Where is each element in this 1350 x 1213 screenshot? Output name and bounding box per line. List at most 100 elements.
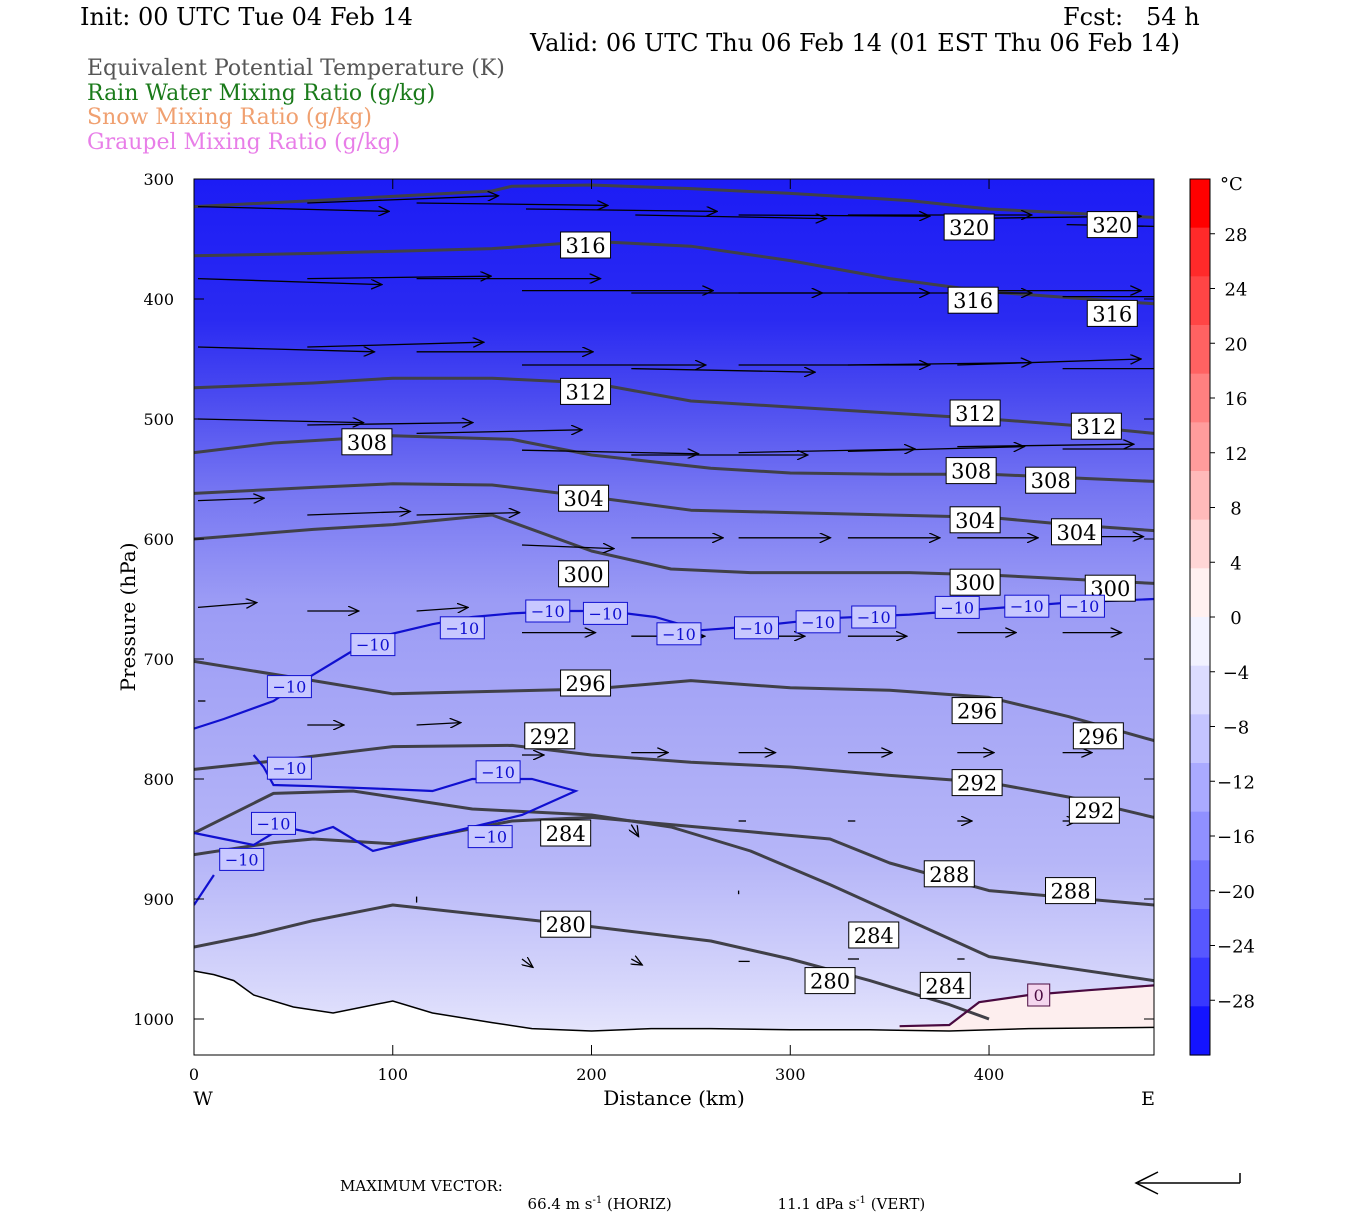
theta-e-contour-292 [194, 743, 1154, 819]
left-endpoint-label: W [193, 1088, 213, 1110]
wind-vector [635, 215, 826, 219]
isotherm-minus10-label: −10 [795, 610, 841, 634]
svg-text:312: 312 [566, 380, 606, 404]
colorbar-swatch [1190, 179, 1210, 229]
isotherm-minus10-label: −10 [934, 595, 980, 619]
forecast-hour: Fcst: 54 h [1063, 3, 1200, 31]
svg-text:−10: −10 [473, 828, 507, 847]
svg-text:292: 292 [530, 725, 570, 749]
colorbar-tick-label: −4 [1223, 663, 1250, 684]
svg-text:308: 308 [1031, 469, 1071, 493]
colorbar-swatch [1190, 568, 1210, 618]
wind-vector [416, 203, 608, 205]
theta-e-label: 300 [949, 568, 1001, 596]
isotherm-0-label: 0 [1027, 983, 1051, 1007]
reference-vector [1134, 1171, 1241, 1195]
terrain-line [194, 970, 1154, 1032]
svg-text:292: 292 [957, 772, 997, 796]
theta-e-label: 292 [951, 769, 1003, 797]
wind-vector [197, 603, 257, 608]
svg-text:284: 284 [925, 974, 965, 998]
svg-text:292: 292 [1074, 799, 1114, 823]
wind-vector [307, 196, 498, 204]
x-tick-label: 100 [377, 1065, 408, 1084]
theta-e-label: 288 [1045, 877, 1097, 905]
wind-vector [847, 447, 1025, 453]
x-tick-label: 300 [775, 1065, 806, 1084]
colorbar-tick-label: −12 [1217, 772, 1255, 793]
theta-e-label: 284 [540, 819, 592, 847]
svg-text:312: 312 [955, 402, 995, 426]
isotherm-minus10-label: −10 [251, 811, 297, 835]
colorbar-swatch [1190, 471, 1210, 521]
legend-theta-e: Equivalent Potential Temperature (K) [87, 56, 505, 81]
wind-vector [525, 209, 717, 211]
theta-e-label: 296 [951, 697, 1003, 725]
wind-vector [197, 277, 382, 285]
isotherm-minus10-label: −10 [525, 599, 571, 623]
svg-text:320: 320 [949, 216, 989, 240]
svg-text:280: 280 [810, 970, 850, 994]
svg-text:284: 284 [546, 822, 586, 846]
colorbar-swatch [1190, 665, 1210, 715]
isotherm-minus10-label: −10 [475, 760, 521, 784]
y-tick-label: 300 [143, 170, 174, 189]
max-vector-label: MAXIMUM VECTOR: [340, 1177, 503, 1195]
colorbar-tick-label: 20 [1225, 334, 1248, 355]
wind-vector [631, 824, 638, 837]
svg-text:304: 304 [1056, 521, 1096, 545]
isotherm-minus10-label: −10 [656, 622, 702, 646]
colorbar-swatch [1190, 422, 1210, 472]
plot-frame [193, 178, 1155, 1056]
theta-e-label: 320 [1086, 211, 1138, 239]
wind-vector [307, 342, 484, 348]
wind-vector [416, 513, 520, 515]
x-axis-label: Distance (km) [603, 1086, 745, 1110]
colorbar-tick-label: −8 [1223, 718, 1250, 739]
isotherm-minus10-label: −10 [266, 675, 312, 699]
colorbar-tick-label: −20 [1217, 882, 1255, 903]
wind-vector [416, 430, 582, 434]
wind-vector [957, 359, 1141, 366]
svg-text:−10: −10 [257, 814, 291, 833]
svg-text:300: 300 [564, 563, 604, 587]
wind-vector [197, 205, 389, 212]
svg-text:−10: −10 [445, 619, 479, 638]
wind-vector [521, 545, 614, 549]
isotherm-minus10-label: −10 [1059, 594, 1105, 618]
svg-text:0: 0 [1034, 986, 1044, 1005]
svg-text:320: 320 [1092, 214, 1132, 238]
legend-rain: Rain Water Mixing Ratio (g/kg) [87, 81, 436, 106]
svg-text:−10: −10 [662, 625, 696, 644]
colorbar-swatch [1190, 373, 1210, 423]
theta-e-contour-304 [194, 482, 1154, 533]
svg-text:−10: −10 [857, 608, 891, 627]
svg-text:296: 296 [957, 700, 997, 724]
isotherm-minus10-label: −10 [439, 616, 485, 640]
terrain-fill [194, 971, 1154, 1055]
theta-e-label: 296 [560, 669, 612, 697]
colorbar-tick-label: 16 [1225, 389, 1248, 410]
isotherm-minus10-segment [194, 874, 215, 906]
colorbar-swatch [1190, 860, 1210, 910]
theta-e-contour-280 [194, 903, 990, 1021]
svg-text:−10: −10 [531, 602, 565, 621]
theta-e-label: 304 [949, 506, 1001, 534]
svg-text:316: 316 [1092, 302, 1132, 326]
max-vector-horiz: 66.4 m s-1 (HORIZ) [527, 1195, 672, 1213]
wind-vector [416, 723, 461, 725]
wind-vector [521, 450, 699, 454]
wind-vector [522, 959, 533, 967]
svg-text:−10: −10 [1010, 597, 1044, 616]
x-tick-label: 400 [974, 1065, 1005, 1084]
theta-e-contour-296 [194, 659, 1154, 743]
svg-text:308: 308 [347, 431, 387, 455]
colorbar-swatch [1190, 617, 1210, 667]
colorbar-tick-label: 0 [1230, 608, 1241, 629]
svg-text:316: 316 [953, 289, 993, 313]
wind-vector [307, 423, 473, 425]
theta-e-label: 288 [923, 860, 975, 888]
svg-text:296: 296 [1078, 725, 1118, 749]
svg-text:312: 312 [1076, 415, 1116, 439]
